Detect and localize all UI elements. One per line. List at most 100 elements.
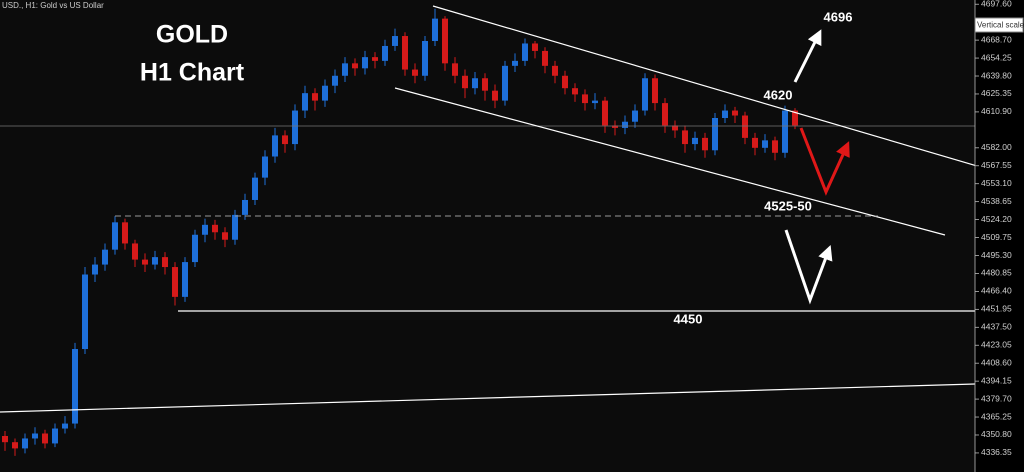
candle-body [692,137,698,145]
candle-body [252,177,258,200]
candle-body [122,222,128,244]
y-tick-label: 4567.55 [981,160,1012,170]
candle-body [752,137,758,148]
y-tick-label: 4654.25 [981,52,1012,62]
candle-body [172,267,178,297]
arrow-white [784,229,833,305]
candle-body [72,349,78,424]
candle-body [162,257,168,268]
y-tick-label: 4509.75 [981,232,1012,242]
candle-body [712,118,718,151]
channel-lower [394,87,946,236]
vertical-scale-label[interactable]: Vertical scale [977,21,1024,30]
candle-body [472,78,478,89]
candle-body [482,78,488,91]
y-tick-label: 4451.95 [981,304,1012,314]
candle-body [222,232,228,240]
candle-body [352,63,358,69]
y-axis: 4697.60 4668.70 4654.25 4639.80 4625.35 4610.… [975,0,1012,457]
candle-body [422,40,428,76]
candle-body [572,88,578,95]
candle-body [402,36,408,70]
candle-body [282,135,288,145]
candle-body [182,262,188,297]
candle-body [452,63,458,76]
candle-body [632,110,638,122]
candle-body [762,140,768,148]
candle-body [292,110,298,145]
candle-body [552,65,558,76]
y-tick-label: 4582.00 [981,142,1012,152]
y-tick-label: 4495.30 [981,250,1012,260]
y-tick-label: 4437.50 [981,322,1012,332]
candle-body [772,140,778,153]
candle-body [532,43,538,51]
candle-body [92,264,98,275]
candle-body [102,249,108,265]
long-trendline [0,383,976,413]
candle-body [642,78,648,111]
y-tick-label: 4480.85 [981,268,1012,278]
candle-body [682,130,688,145]
candle-body [602,100,608,126]
candle-body [42,433,48,444]
candle-body [742,115,748,138]
candle-body [322,85,328,101]
y-tick-label: 4524.20 [981,214,1012,224]
candle-body [112,222,118,250]
candle-body [52,428,58,444]
candle-body [132,243,138,260]
y-tick-label: 4365.25 [981,411,1012,421]
candle-body [502,65,508,101]
candle-body [672,125,678,131]
arrow-up [793,29,822,83]
candle-body [622,121,628,128]
candle-body [412,69,418,76]
candle-body [372,57,378,61]
y-tick-label: 4336.35 [981,447,1012,457]
candle-body [262,156,268,178]
candle-body [32,433,38,439]
candle-body [722,110,728,118]
candle-body [562,75,568,89]
y-tick-label: 4350.80 [981,429,1012,439]
candle-body [342,63,348,76]
annotation: 4450 [674,311,703,326]
arrow-red [799,127,850,196]
y-tick-label: 4625.35 [981,88,1012,98]
candle-body [492,90,498,101]
annotation: 4696 [824,9,853,24]
candle-body [302,93,308,111]
candle-body [732,110,738,116]
candle-body [702,137,708,151]
annotation: 4620 [764,87,793,102]
y-tick-label: 4394.15 [981,375,1012,385]
y-tick-label: 4466.40 [981,286,1012,296]
headline: GOLD [156,21,228,49]
candle-body [62,423,68,429]
y-tick-label: 4553.10 [981,178,1012,188]
candle-body [582,94,588,104]
y-tick-label: 4668.70 [981,34,1012,44]
channel-upper [432,5,1019,179]
candle-body [212,224,218,233]
vertical-scale-button[interactable] [974,17,1024,33]
plot-area [2,8,798,456]
candle-body [332,75,338,86]
candle-body [462,75,468,89]
candle-body [512,60,518,66]
chart-title: USD., H1: Gold vs US Dollar [2,1,104,10]
candle-body [362,57,368,69]
candle-body [22,438,28,449]
candle-body [82,274,88,350]
candle-body [202,224,208,235]
candle-body [232,214,238,240]
candle-body [792,110,798,126]
candle-body [392,36,398,46]
y-tick-label: 4379.70 [981,393,1012,403]
candle-body [442,18,448,64]
subheadline: H1 Chart [140,59,245,87]
candle-body [152,257,158,265]
